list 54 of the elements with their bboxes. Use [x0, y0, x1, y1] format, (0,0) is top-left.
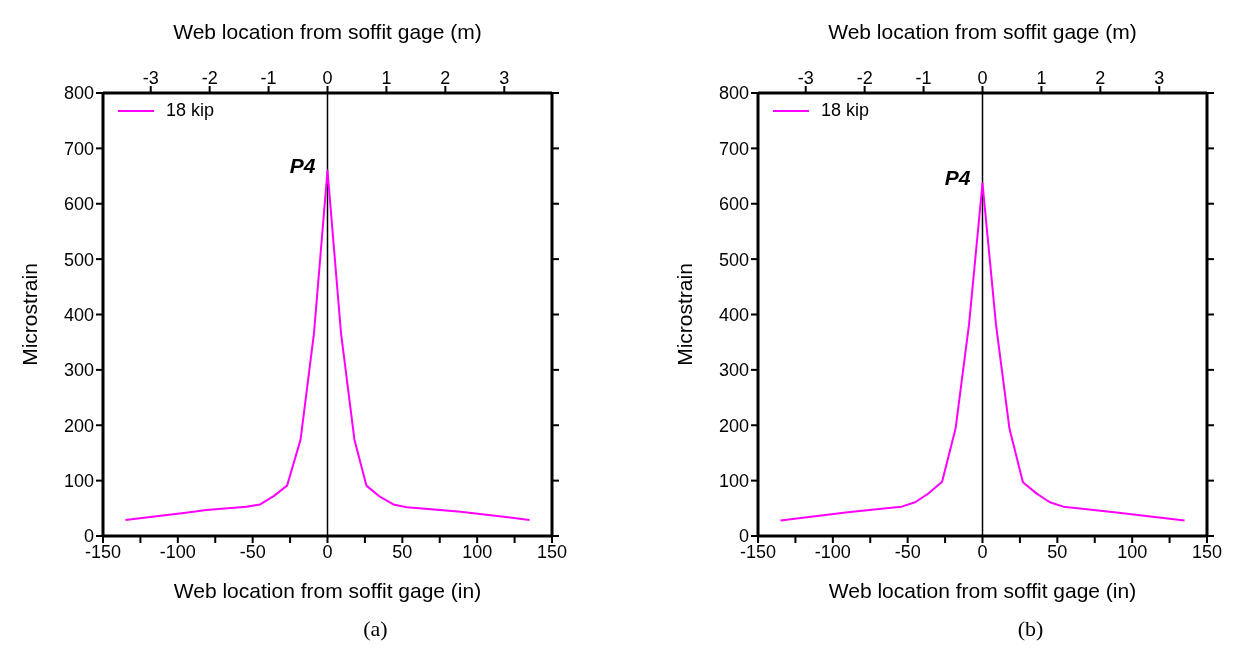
x-tick-label: 50 [392, 541, 413, 562]
y-tick-label: 100 [63, 471, 94, 492]
x2-tick-label: -3 [797, 68, 814, 88]
x2-tick-label: 1 [381, 68, 392, 88]
y-tick-label: 600 [63, 194, 94, 215]
y-tick-label: 500 [63, 249, 94, 270]
x2-tick-label: 1 [1036, 68, 1047, 88]
y-tick-label: 500 [718, 249, 749, 270]
x2-axis-title: Web location from soffit gage (m) [173, 19, 482, 43]
y-tick-label: 400 [718, 304, 749, 325]
x2-tick-label: 3 [499, 68, 510, 88]
y-tick-label: 800 [63, 83, 94, 104]
y-tick-label: 700 [718, 138, 749, 159]
x2-tick-label: 3 [1154, 68, 1165, 88]
x-tick-label: 0 [977, 541, 988, 562]
x2-tick-label: -2 [856, 68, 873, 88]
annotation: P4 [289, 153, 316, 177]
x-tick-label: -50 [894, 541, 921, 562]
x-tick-label: 150 [1191, 541, 1223, 562]
legend-label: 18 kip [166, 100, 215, 121]
x2-tick-label: -3 [142, 68, 159, 88]
y-tick-label: 800 [718, 83, 749, 104]
x-tick-label: 150 [536, 541, 568, 562]
x2-tick-label: 0 [977, 68, 988, 88]
text: (b) [1016, 616, 1045, 642]
y-tick-label: 300 [63, 360, 94, 381]
y-tick-label: 700 [63, 138, 94, 159]
text: (a) [362, 616, 389, 642]
x-axis-title: Web location from soffit gage (in) [828, 579, 1137, 602]
x-tick-label: -100 [159, 541, 196, 562]
y-tick-label: 200 [718, 415, 749, 436]
x2-tick-label: 0 [322, 68, 333, 88]
annotation: P4 [944, 166, 971, 190]
x2-tick-label: 2 [440, 68, 451, 88]
y-tick-label: 200 [63, 415, 94, 436]
y-tick-label: 100 [718, 471, 749, 492]
x-tick-label: 0 [322, 541, 333, 562]
x2-tick-label: 2 [1095, 68, 1106, 88]
x2-tick-label: -1 [260, 68, 277, 88]
legend-label: 18 kip [821, 100, 870, 121]
x-tick-label: 100 [1117, 541, 1148, 562]
y-tick-label: 400 [63, 304, 94, 325]
y-axis-title: Microstrain [18, 263, 42, 366]
x-tick-label: 50 [1047, 541, 1068, 562]
x2-tick-label: -2 [201, 68, 218, 88]
y-axis-title: Microstrain [673, 263, 697, 366]
x2-axis-title: Web location from soffit gage (m) [828, 19, 1137, 43]
x-tick-label: -50 [239, 541, 266, 562]
x2-tick-label: -1 [915, 68, 932, 88]
y-tick-label: 300 [718, 360, 749, 381]
x-tick-label: 100 [462, 541, 493, 562]
y-tick-label: 600 [718, 194, 749, 215]
x-tick-label: -100 [814, 541, 851, 562]
x-axis-title: Web location from soffit gage (in) [173, 579, 482, 602]
